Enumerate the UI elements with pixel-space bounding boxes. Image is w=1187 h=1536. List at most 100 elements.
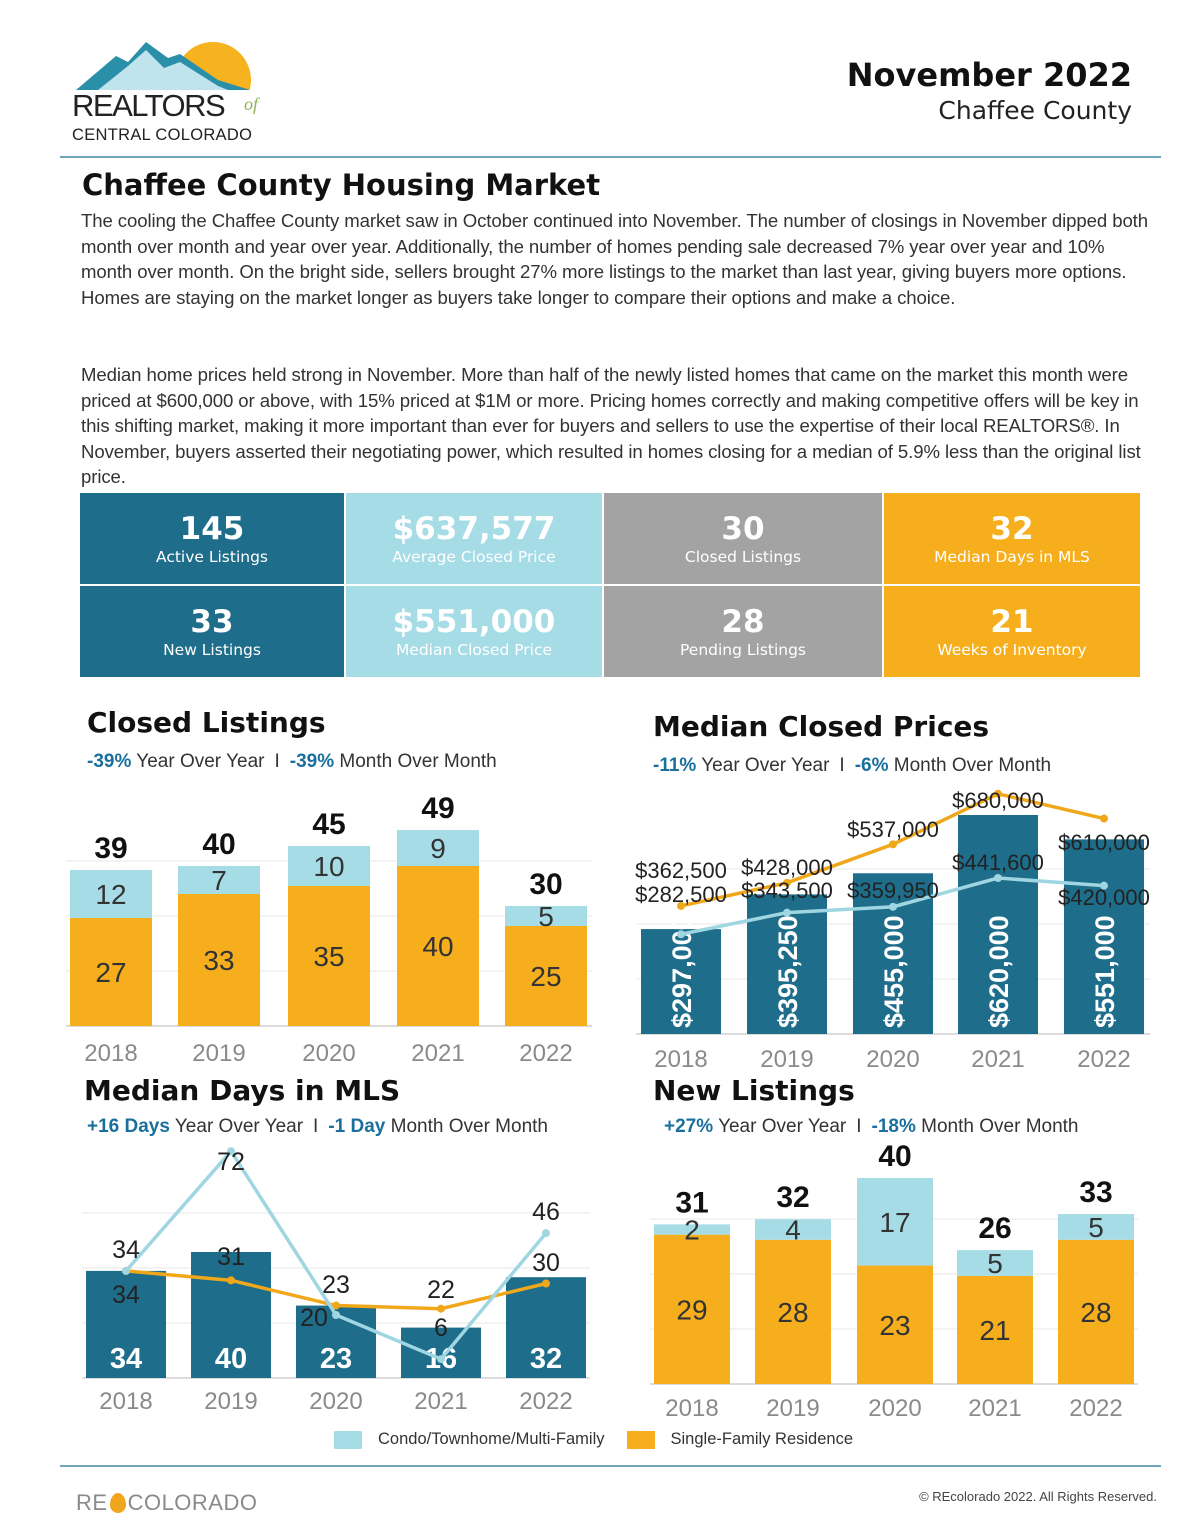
yoy-label: Year Over Year <box>136 751 265 772</box>
bar-value-label: 23 <box>320 1343 352 1375</box>
bar-segment-single-family <box>1058 1239 1134 1384</box>
line-point-label: 34 <box>112 1236 140 1264</box>
segment-label: 5 <box>1088 1212 1104 1243</box>
chart-legend: Condo/Townhome/Multi-Family Single-Famil… <box>0 1430 1187 1449</box>
line-point-label: 20 <box>300 1304 328 1332</box>
segment-label: 25 <box>530 961 561 992</box>
point-condo <box>677 930 685 939</box>
point-condo <box>1100 881 1108 890</box>
x-tick-label: 2018 <box>665 1395 718 1422</box>
yoy-label: Year Over Year <box>174 1116 304 1137</box>
point-condo <box>889 902 897 911</box>
line-point-label: $610,000 <box>1058 830 1150 855</box>
intro-paragraph-2: Median home prices held strong in Novemb… <box>81 364 1141 487</box>
x-tick-label: 2020 <box>302 1040 355 1067</box>
point-single-family <box>783 878 791 887</box>
line-point-label: $441,600 <box>952 850 1044 875</box>
point-single-family <box>332 1301 340 1310</box>
bar-segment-single-family <box>755 1239 831 1384</box>
stat-value: 21 <box>990 603 1034 640</box>
bar-value-label: 32 <box>530 1343 562 1375</box>
new-listings-change: +27% Year Over Year I -18% Month Over Mont… <box>664 1116 1079 1138</box>
bar-segment-condo <box>957 1250 1033 1276</box>
x-tick-label: 2018 <box>654 1046 707 1073</box>
mom-value: -1 Day <box>328 1116 386 1137</box>
mom-value: -6% <box>854 755 889 776</box>
bar-total-label: 32 <box>776 1181 809 1214</box>
segment-label: 4 <box>785 1215 801 1246</box>
line-point-label: 46 <box>532 1198 560 1226</box>
stat-label: New Listings <box>163 640 261 659</box>
line-point-label: 31 <box>217 1243 245 1271</box>
bar-total-label: 31 <box>675 1186 708 1219</box>
separator: I <box>313 1116 319 1137</box>
segment-label: 5 <box>538 901 554 932</box>
line-point-label: 34 <box>112 1281 140 1309</box>
stat-pending-listings: 28 Pending Listings <box>604 586 882 677</box>
segment-label: 10 <box>313 851 344 882</box>
segment-label: 40 <box>422 931 453 962</box>
stat-average-closed-price: $637,577 Average Closed Price <box>346 493 602 584</box>
legend-label-sfr: Single-Family Residence <box>670 1430 854 1448</box>
bar-segment-single-family <box>178 894 260 1026</box>
x-tick-label: 2021 <box>968 1395 1021 1422</box>
x-tick-label: 2022 <box>519 1040 572 1067</box>
stat-weeks-inventory: 21 Weeks of Inventory <box>884 586 1140 677</box>
x-tick-label: 2022 <box>519 1388 572 1415</box>
closed-listings-title: Closed Listings <box>87 706 326 739</box>
bar-overall <box>641 929 721 1034</box>
point-condo <box>542 1229 550 1238</box>
realtors-logo: REALTORS of CENTRAL COLORADO <box>68 28 278 150</box>
segment-label: 2 <box>684 1215 700 1246</box>
header-divider <box>60 156 1161 158</box>
bar-overall <box>958 815 1038 1034</box>
mom-label: Month Over Month <box>390 1116 548 1137</box>
segment-label: 33 <box>203 945 234 976</box>
bar-value-label: $620,000 <box>984 915 1014 1028</box>
bar-total-label: 49 <box>421 792 454 825</box>
yoy-value: -11% <box>653 755 697 776</box>
segment-label: 29 <box>676 1294 707 1325</box>
drop-icon <box>109 1493 126 1513</box>
stat-label: Weeks of Inventory <box>937 640 1087 659</box>
stat-label: Closed Listings <box>684 547 802 566</box>
bar-total-label: 30 <box>529 868 562 901</box>
stat-closed-listings: 30 Closed Listings <box>604 493 882 584</box>
line-point-label: $359,950 <box>847 878 939 903</box>
yoy-value: -39% <box>87 751 132 772</box>
segment-label: 23 <box>879 1310 910 1341</box>
bar-segment-condo <box>755 1219 831 1240</box>
x-tick-label: 2019 <box>760 1046 813 1073</box>
x-tick-label: 2021 <box>411 1040 464 1067</box>
median-prices-change: -11% Year Over Year I -6% Month Over Month <box>653 755 1051 777</box>
point-condo <box>227 1147 235 1156</box>
mom-label: Month Over Month <box>339 751 497 772</box>
point-single-family <box>889 840 897 849</box>
bar-segment-single-family <box>70 918 152 1026</box>
bar-segment-condo <box>397 830 479 866</box>
segment-label: 28 <box>1080 1297 1111 1328</box>
point-condo <box>994 874 1002 883</box>
mom-value: -39% <box>289 751 335 772</box>
stat-label: Pending Listings <box>679 640 807 659</box>
point-condo <box>437 1355 445 1364</box>
recolorado-logo: RE COLORADO <box>76 1490 257 1516</box>
bar-total-label: 26 <box>978 1212 1011 1245</box>
logo-colorado: COLORADO <box>127 1490 258 1515</box>
bar-segment-condo <box>1058 1214 1134 1240</box>
segment-label: 28 <box>777 1297 808 1328</box>
point-condo <box>122 1266 130 1275</box>
legend-swatch-sfr <box>626 1430 655 1449</box>
logo-re: RE <box>76 1490 108 1515</box>
legend-swatch-condo <box>334 1430 362 1449</box>
point-single-family <box>437 1304 445 1313</box>
bar-overall <box>506 1277 586 1378</box>
bar-value-label: $551,000 <box>1090 915 1120 1028</box>
segment-label: 7 <box>211 865 227 896</box>
bar-segment-condo <box>178 866 260 894</box>
bar-overall <box>1064 839 1144 1034</box>
x-tick-label: 2021 <box>971 1046 1024 1073</box>
bar-total-label: 40 <box>878 1140 911 1173</box>
